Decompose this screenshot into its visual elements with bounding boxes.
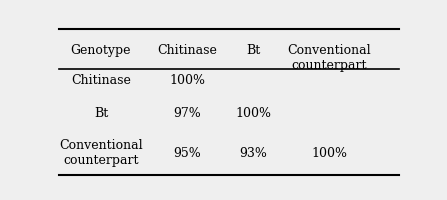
Text: Chitinase: Chitinase	[71, 74, 131, 87]
Text: 93%: 93%	[240, 147, 267, 160]
Text: Bt: Bt	[246, 44, 261, 57]
Text: 95%: 95%	[173, 147, 202, 160]
Text: 100%: 100%	[169, 74, 206, 87]
Text: Genotype: Genotype	[71, 44, 131, 57]
Text: 100%: 100%	[312, 147, 348, 160]
Text: Conventional
counterpart: Conventional counterpart	[59, 139, 143, 167]
Text: Conventional
counterpart: Conventional counterpart	[288, 44, 371, 72]
Text: Chitinase: Chitinase	[158, 44, 217, 57]
Text: 100%: 100%	[235, 107, 271, 120]
Text: 97%: 97%	[173, 107, 202, 120]
Text: Bt: Bt	[94, 107, 108, 120]
